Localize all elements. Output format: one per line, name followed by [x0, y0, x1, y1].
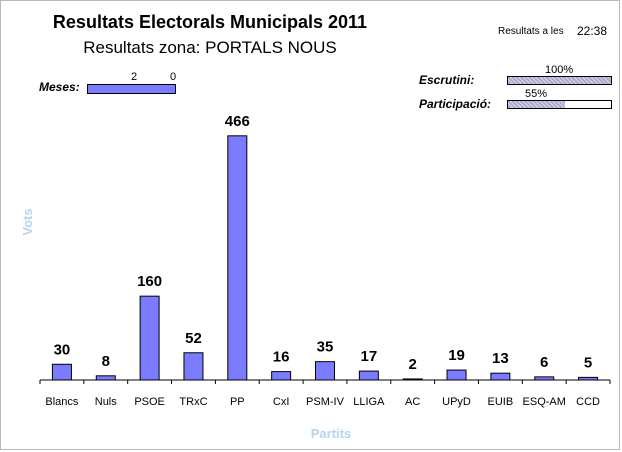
chart-subtitle: Resultats zona: PORTALS NOUS: [83, 38, 337, 57]
data-label: 30: [54, 341, 71, 358]
participacio-label: Participació:: [419, 97, 492, 111]
results-time-label: Resultats a les: [498, 26, 564, 37]
bar-euib: [490, 372, 511, 381]
participacio-percent: 55%: [525, 88, 548, 100]
participacio-progress-fill: [508, 101, 565, 108]
x-tick-label: LLIGA: [353, 396, 385, 408]
x-tick-label: PSM-IV: [306, 396, 345, 408]
x-axis-ticks: [39, 380, 611, 384]
bars-group: [51, 135, 599, 381]
results-time-value: 22:38: [577, 24, 608, 38]
bar-upyd: [446, 369, 467, 381]
x-tick-label: TRxC: [179, 396, 207, 408]
y-axis-title: Vots: [20, 208, 35, 235]
x-tick-label: CCD: [576, 396, 600, 408]
x-tick-label: PSOE: [134, 396, 165, 408]
meses-bar-fill: [88, 85, 175, 93]
bar-pp: [227, 135, 248, 381]
x-tick-label: UPyD: [442, 396, 471, 408]
data-label: 2: [409, 356, 417, 373]
x-tick-label: Blancs: [45, 396, 79, 408]
chart-title: Resultats Electorals Municipals 2011: [52, 12, 368, 32]
bar-psoe: [139, 295, 160, 381]
x-tick-label: ESQ-AM: [523, 396, 566, 408]
x-tick-label: CxI: [273, 396, 290, 408]
x-axis-title: Partits: [311, 426, 351, 441]
bar-nuls: [95, 375, 116, 381]
meses-bar: [87, 84, 176, 94]
bar-trxc: [183, 352, 204, 381]
meses-label: Meses:: [39, 80, 80, 94]
bar-psm-iv: [315, 361, 335, 381]
participacio-progress-bar: [507, 100, 612, 109]
data-label: 16: [273, 349, 290, 366]
data-label: 52: [185, 330, 202, 347]
x-tick-label: Nuls: [95, 396, 118, 408]
bar-blancs: [51, 363, 72, 381]
data-label: 6: [540, 354, 548, 371]
meses-value-counted: 2: [131, 71, 138, 83]
escrutini-percent: 100%: [545, 64, 574, 76]
bar-cxi: [271, 371, 292, 381]
escrutini-progress-fill: [508, 77, 611, 84]
x-tick-label: PP: [230, 396, 245, 408]
escrutini-progress-bar: [507, 76, 612, 85]
data-label: 160: [137, 273, 162, 290]
meses-value-pending: 0: [170, 71, 177, 83]
data-label: 8: [102, 353, 110, 370]
bar-lliga: [358, 370, 379, 381]
data-labels: 30 8 160 52 466 16 35 17 2 19 13 6 5: [54, 113, 593, 373]
data-label: 35: [317, 339, 334, 356]
data-label: 466: [225, 113, 250, 130]
data-label: 17: [361, 348, 378, 365]
data-label: 19: [448, 347, 465, 364]
x-tick-label: EUIB: [488, 396, 514, 408]
escrutini-label: Escrutini:: [419, 73, 475, 87]
data-label: 5: [584, 354, 592, 371]
data-label: 13: [492, 350, 509, 367]
x-tick-label: AC: [405, 396, 420, 408]
x-axis-tick-labels: Blancs Nuls PSOE TRxC PP CxI PSM-IV LLIGA AC UPyD…: [45, 396, 600, 408]
